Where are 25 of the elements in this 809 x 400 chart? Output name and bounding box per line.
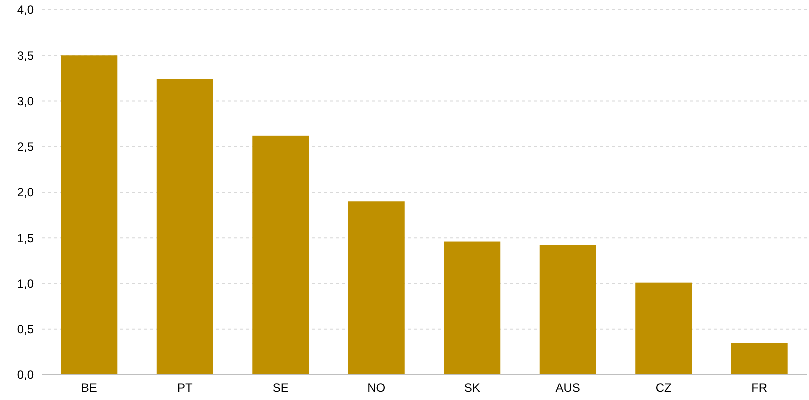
bar [636,282,692,375]
bar [348,202,405,375]
y-tick-label: 1,5 [17,231,34,246]
x-tick-label: SE [272,381,289,395]
y-tick-label: 2,0 [17,186,34,200]
y-tick-label: 2,5 [17,140,34,154]
x-tick-label: NO [368,381,386,395]
bar [252,136,310,375]
y-tick-label: 1,0 [17,276,34,291]
bar [61,56,118,375]
y-tick-label: 3,0 [17,94,34,108]
x-tick-label: AUS [556,381,580,395]
y-tick-label: 0,5 [17,322,34,337]
y-tick-label: 3,5 [17,48,34,63]
x-tick-label: FR [752,381,768,395]
bar [156,79,214,375]
x-tick-label: BE [81,381,98,395]
bar [444,242,501,375]
x-tick-label: SK [464,381,480,395]
x-tick-label: PT [177,381,194,395]
y-tick-label: 0,0 [17,368,34,382]
x-tick-label: CZ [656,381,672,395]
bar [540,245,596,375]
y-tick-label: 4,0 [17,3,34,18]
bar [731,343,788,375]
